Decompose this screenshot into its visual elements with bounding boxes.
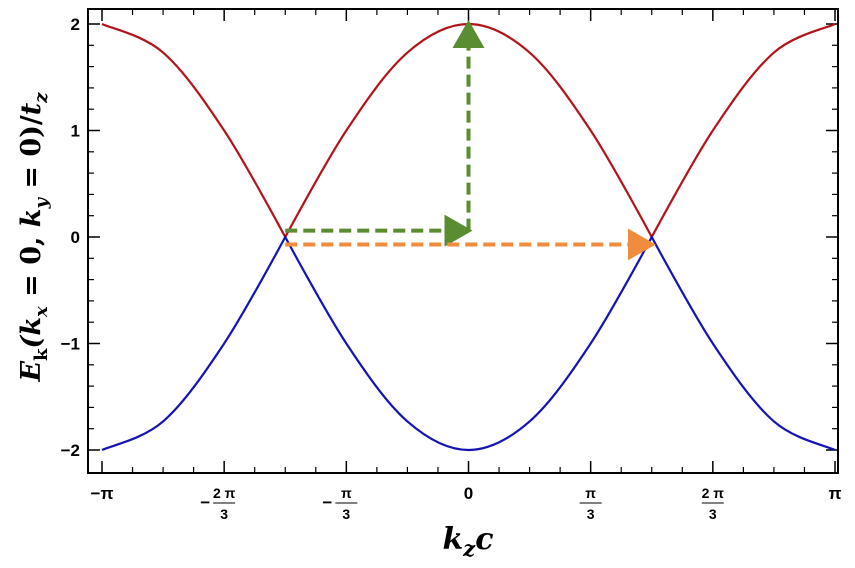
x-tick-label-denominator: 3	[709, 506, 717, 522]
plot-frame	[87, 8, 839, 474]
y-tick-label: −2	[61, 441, 80, 460]
y-tick-label: 0	[71, 228, 80, 247]
x-tick-label-sign: −	[322, 493, 332, 512]
x-tick-label-numerator: π	[341, 485, 352, 501]
x-tick-label: 0	[464, 484, 473, 503]
axis-ticks	[88, 9, 838, 473]
svg-text:Ek(kx = 0, ky = 0)/tz: Ek(kx = 0, ky = 0)/tz	[16, 92, 52, 383]
x-tick-label: π3	[579, 485, 602, 522]
y-tick-label: −1	[61, 335, 80, 354]
x-tick-label-numerator: π	[585, 485, 596, 501]
x-tick-label-numerator: 2 π	[702, 485, 725, 501]
x-tick-label: − π 3	[322, 485, 358, 522]
y-axis-title: Ek(kx = 0, ky = 0)/tz	[16, 92, 52, 383]
arrow-annotations	[285, 20, 656, 261]
x-tick-label-numerator: 2 π	[213, 485, 236, 501]
x-tick-label-denominator: 3	[220, 506, 228, 522]
series-line-lower-band	[101, 234, 836, 452]
series-lines	[101, 22, 836, 452]
y-tick-label: 2	[71, 15, 80, 34]
x-tick-label-denominator: 3	[342, 506, 350, 522]
x-tick-label: π	[828, 484, 841, 503]
x-tick-label-sign: −	[200, 493, 210, 512]
svg-text:kzc: kzc	[442, 522, 493, 561]
x-axis-title: kzc	[442, 522, 493, 561]
x-tick-label: −π	[91, 484, 114, 503]
x-tick-label: −2 π 3	[200, 485, 235, 522]
x-tick-label: 2 π3	[702, 485, 725, 522]
x-tick-label-denominator: 3	[587, 506, 595, 522]
plot-border	[87, 8, 839, 474]
y-tick-label: 1	[71, 122, 80, 141]
